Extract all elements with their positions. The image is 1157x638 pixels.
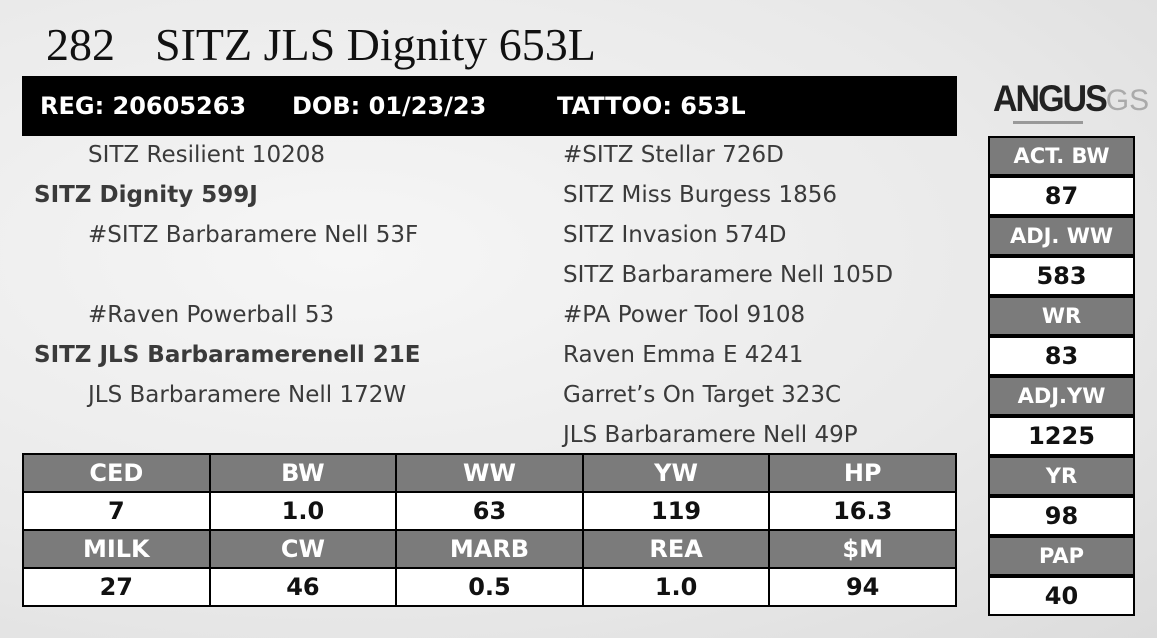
logo: ANGUSGS <box>993 78 1149 130</box>
pedigree-entry: SITZ Resilient 10208 <box>88 142 325 168</box>
epd-value: 63 <box>395 491 584 531</box>
pedigree-entry: SITZ Dignity 599J <box>34 182 258 208</box>
pedigree-entry: SITZ Miss Burgess 1856 <box>563 182 837 208</box>
dob: DOB: 01/23/23 <box>292 92 487 120</box>
performance-value: 98 <box>988 496 1135 536</box>
pedigree-entry: JLS Barbaramere Nell 172W <box>88 382 407 408</box>
tattoo: TATTOO: 653L <box>557 92 746 120</box>
epd-header: $M <box>768 529 957 569</box>
epd-value: 46 <box>208 567 398 607</box>
epd-header: YW <box>581 453 771 493</box>
performance-value: 40 <box>988 576 1135 616</box>
pedigree-entry: SITZ Invasion 574D <box>563 222 787 248</box>
performance-value: 83 <box>988 336 1135 376</box>
epd-header: CED <box>22 453 211 493</box>
performance-label: PAP <box>988 536 1135 576</box>
performance-label: ADJ. WW <box>988 216 1135 256</box>
epd-header: MILK <box>22 529 211 569</box>
epd-value-row: 7 1.0 63 119 16.3 <box>22 491 957 531</box>
id-bar: REG: 20605263 DOB: 01/23/23 TATTOO: 653L <box>22 76 957 136</box>
epd-value: 94 <box>768 567 957 607</box>
epd-header-row: CED BW WW YW HP <box>22 453 957 493</box>
epd-header: CW <box>208 529 398 569</box>
logo-tagline <box>1013 121 1083 124</box>
epd-value: 16.3 <box>768 491 957 531</box>
epd-header: REA <box>581 529 771 569</box>
pedigree-entry: JLS Barbaramere Nell 49P <box>563 422 858 448</box>
lot-number: 282 <box>46 19 115 70</box>
logo-brand: ANGUS <box>993 78 1108 120</box>
pedigree-entry: #Raven Powerball 53 <box>88 302 335 328</box>
epd-value: 1.0 <box>208 491 398 531</box>
epd-value-row: 27 46 0.5 1.0 94 <box>22 567 957 607</box>
performance-value: 87 <box>988 176 1135 216</box>
pedigree-entry: Raven Emma E 4241 <box>563 342 804 368</box>
epd-value: 1.0 <box>581 567 771 607</box>
epd-value: 0.5 <box>395 567 584 607</box>
performance-label: WR <box>988 296 1135 336</box>
pedigree-entry: SITZ Barbaramere Nell 105D <box>563 262 894 288</box>
pedigree-entry: #PA Power Tool 9108 <box>563 302 806 328</box>
performance-label: YR <box>988 456 1135 496</box>
epd-value: 27 <box>22 567 211 607</box>
performance-label: ADJ.YW <box>988 376 1135 416</box>
performance-value: 1225 <box>988 416 1135 456</box>
epd-value: 7 <box>22 491 211 531</box>
epd-header: WW <box>395 453 584 493</box>
epd-header: BW <box>208 453 398 493</box>
epd-header: HP <box>768 453 957 493</box>
epd-header-row: MILK CW MARB REA $M <box>22 529 957 569</box>
pedigree-entry: #SITZ Barbaramere Nell 53F <box>88 222 419 248</box>
epd-table: CED BW WW YW HP 7 1.0 63 119 16.3 MILK CW MARB REA $M 2… <box>22 453 957 607</box>
animal-name: SITZ JLS Dignity 653L <box>155 19 596 70</box>
performance-value: 583 <box>988 256 1135 296</box>
pedigree-entry: Garret’s On Target 323C <box>563 382 842 408</box>
performance-label: ACT. BW <box>988 136 1135 176</box>
epd-value: 119 <box>581 491 771 531</box>
epd-header: MARB <box>395 529 584 569</box>
pedigree-entry: SITZ JLS Barbaramerenell 21E <box>34 342 421 368</box>
pedigree-entry: #SITZ Stellar 726D <box>563 142 784 168</box>
logo-suffix: GS <box>1105 84 1150 117</box>
title: 282 SITZ JLS Dignity 653L <box>46 18 596 71</box>
reg: REG: 20605263 <box>40 92 247 120</box>
